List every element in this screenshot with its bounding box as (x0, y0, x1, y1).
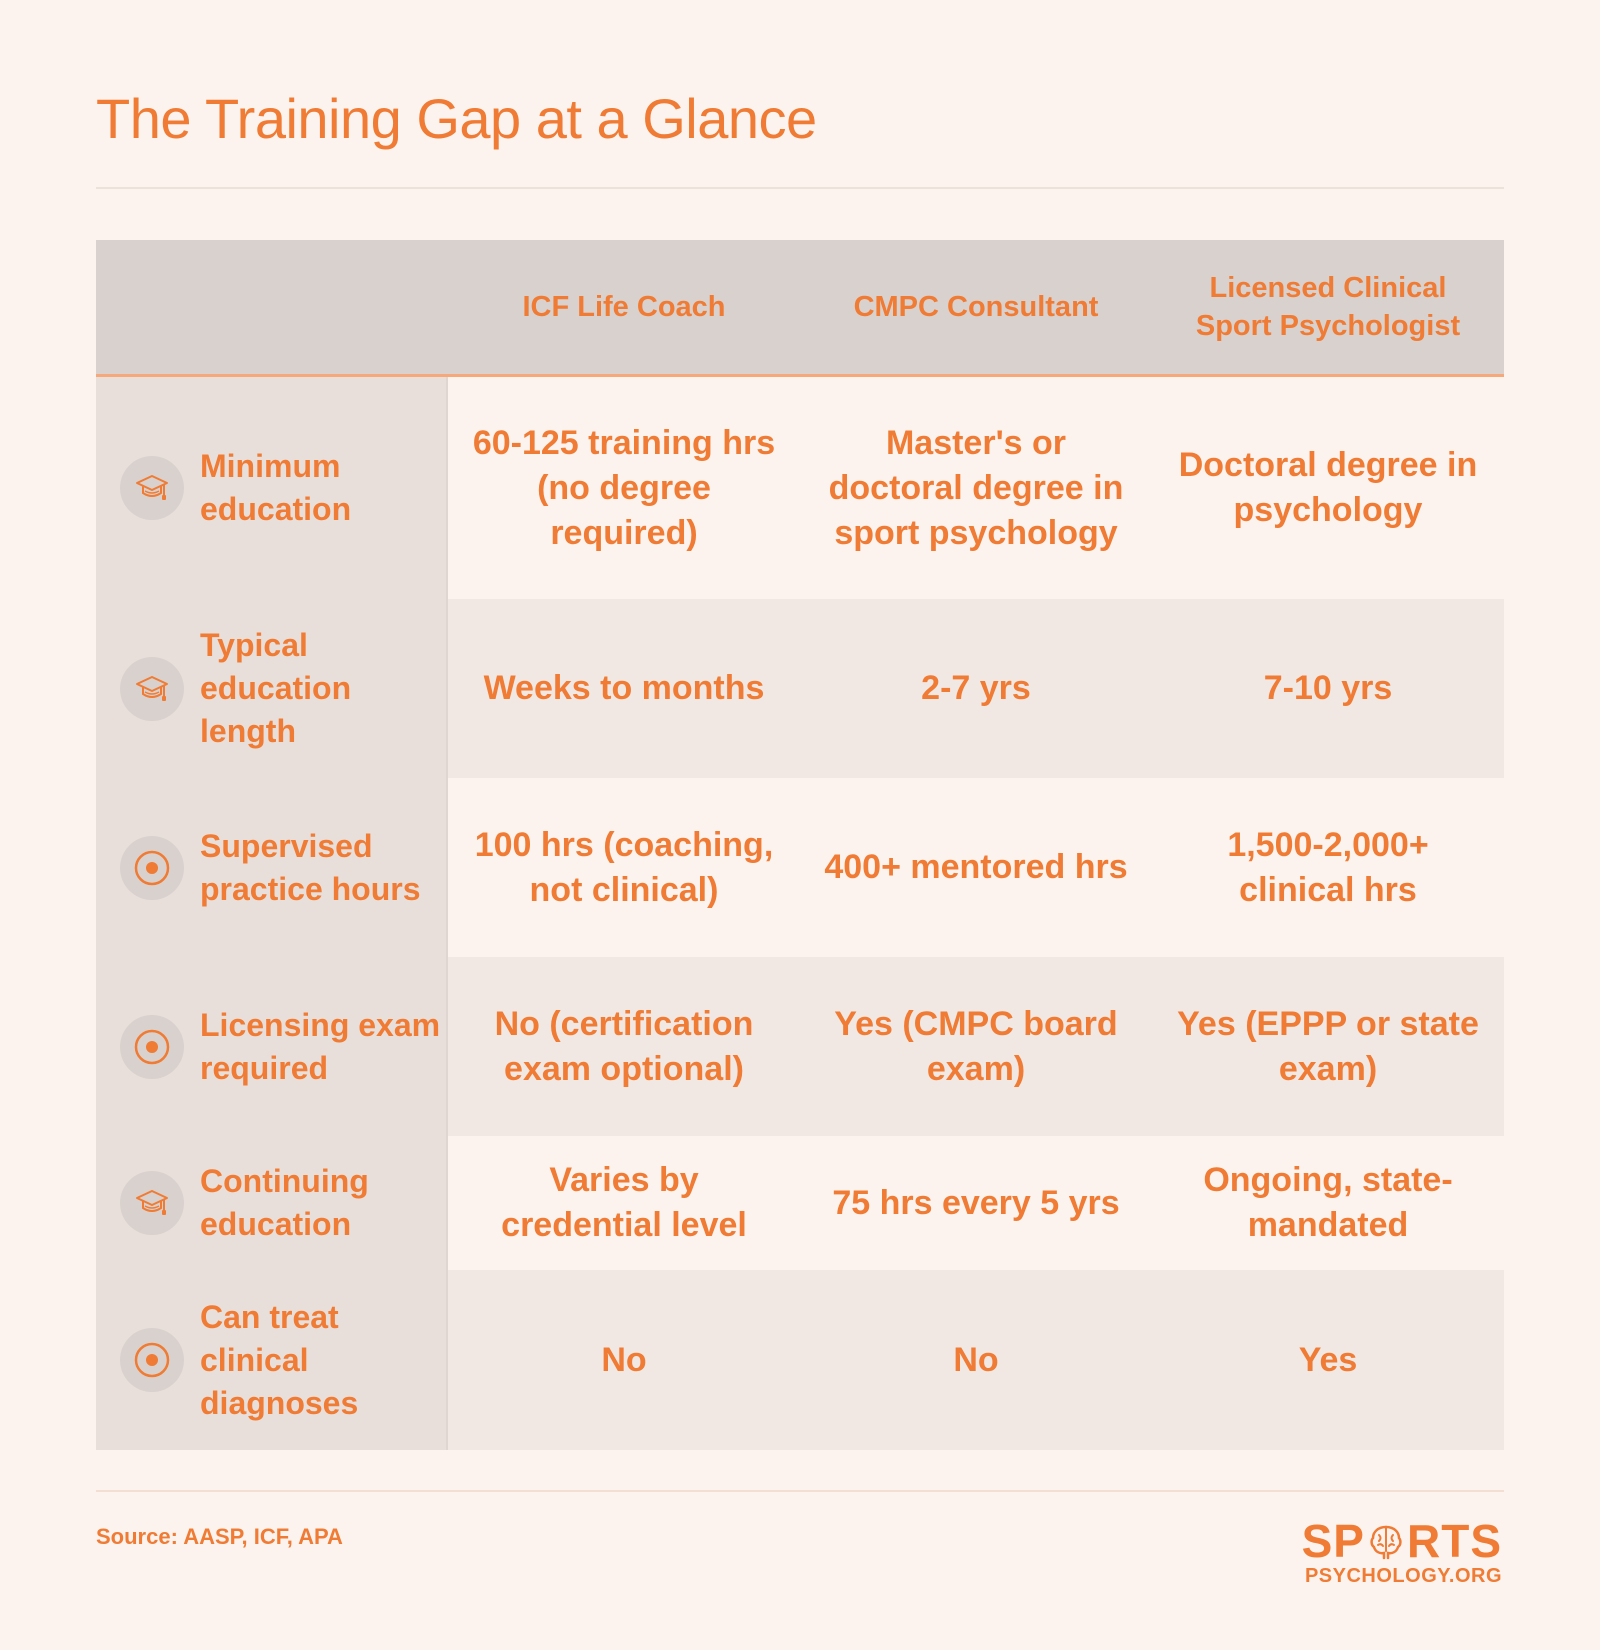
row-label: Can treat clinical diagnoses (200, 1298, 359, 1421)
title-divider (96, 187, 1504, 189)
cell-licensed-psychologist: 7-10 yrs (1152, 599, 1504, 778)
brain-icon (1366, 1521, 1406, 1561)
header-icf-life-coach: ICF Life Coach (522, 291, 726, 323)
cell-cmpc-consultant: Yes (CMPC board exam) (800, 957, 1152, 1136)
row-label-cell: Minimum education (96, 377, 448, 599)
logo-text-left: SP (1301, 1515, 1365, 1567)
comparison-table: ICF Life Coach CMPC Consultant Licensed … (96, 240, 1504, 1450)
row-label: Minimum education (200, 448, 352, 527)
row-label-cell: Continuing education (96, 1136, 448, 1270)
cell-cmpc-consultant: No (800, 1270, 1152, 1450)
row-label-cell: Typical education length (96, 599, 448, 778)
sports-psychology-logo: SP RTS PSYCHOLOGY.ORG (1302, 1518, 1502, 1586)
cell-licensed-psychologist: Yes (EPPP or state exam) (1152, 957, 1504, 1136)
table-row: Licensing exam required No (certificatio… (96, 957, 1504, 1136)
header-licensed-clinical-sport-psychologist: Licensed Clinical Sport Psychologist (1195, 272, 1461, 342)
cell-licensed-psychologist: Yes (1152, 1270, 1504, 1450)
table-row: Supervised practice hours 100 hrs (coach… (96, 778, 1504, 957)
graduation-cap-icon (120, 656, 184, 721)
target-icon (120, 1328, 184, 1392)
row-label-cell: Supervised practice hours (96, 778, 448, 957)
cell-cmpc-consultant: Master's or doctoral degree in sport psy… (800, 377, 1152, 599)
cell-icf-life-coach: Varies by credential level (448, 1136, 800, 1270)
graduation-cap-icon (120, 456, 184, 520)
row-label: Continuing education (200, 1163, 369, 1242)
cell-icf-life-coach: No (certification exam optional) (448, 957, 800, 1136)
target-icon (120, 1014, 184, 1079)
source-note: Source: AASP, ICF, APA (96, 1524, 343, 1549)
table-header: ICF Life Coach CMPC Consultant Licensed … (96, 240, 1504, 377)
table-row: Continuing education Varies by credentia… (96, 1136, 1504, 1270)
cell-cmpc-consultant: 400+ mentored hrs (800, 778, 1152, 957)
cell-licensed-psychologist: 1,500-2,000+ clinical hrs (1152, 778, 1504, 957)
cell-licensed-psychologist: Doctoral degree in psychology (1152, 377, 1504, 599)
graduation-cap-icon (120, 1171, 184, 1235)
cell-icf-life-coach: 100 hrs (coaching, not clinical) (448, 778, 800, 957)
cell-cmpc-consultant: 2-7 yrs (800, 599, 1152, 778)
cell-licensed-psychologist: Ongoing, state-mandated (1152, 1136, 1504, 1270)
row-label: Supervised practice hours (200, 827, 421, 907)
cell-icf-life-coach: Weeks to months (448, 599, 800, 778)
row-label: Licensing exam required (200, 1006, 441, 1086)
page-title: The Training Gap at a Glance (96, 87, 817, 150)
cell-cmpc-consultant: 75 hrs every 5 yrs (800, 1136, 1152, 1270)
row-label: Typical education length (200, 627, 352, 749)
target-icon (120, 835, 184, 900)
logo-subtext: PSYCHOLOGY.ORG (1304, 1565, 1502, 1587)
cell-icf-life-coach: 60-125 training hrs (no degree required) (448, 377, 800, 599)
header-blank (96, 240, 448, 374)
cell-icf-life-coach: No (448, 1270, 800, 1450)
row-label-cell: Can treat clinical diagnoses (96, 1270, 448, 1450)
header-cmpc-consultant: CMPC Consultant (853, 291, 1099, 323)
table-row: Typical education length Weeks to months… (96, 599, 1504, 778)
logo-wordmark: SP RTS (1302, 1518, 1502, 1564)
row-label-cell: Licensing exam required (96, 957, 448, 1136)
logo-text-right: RTS (1407, 1515, 1502, 1567)
table-row: Can treat clinical diagnoses No No Yes (96, 1270, 1504, 1450)
footer-divider (96, 1490, 1504, 1492)
table-row: Minimum education 60-125 training hrs (n… (96, 377, 1504, 599)
